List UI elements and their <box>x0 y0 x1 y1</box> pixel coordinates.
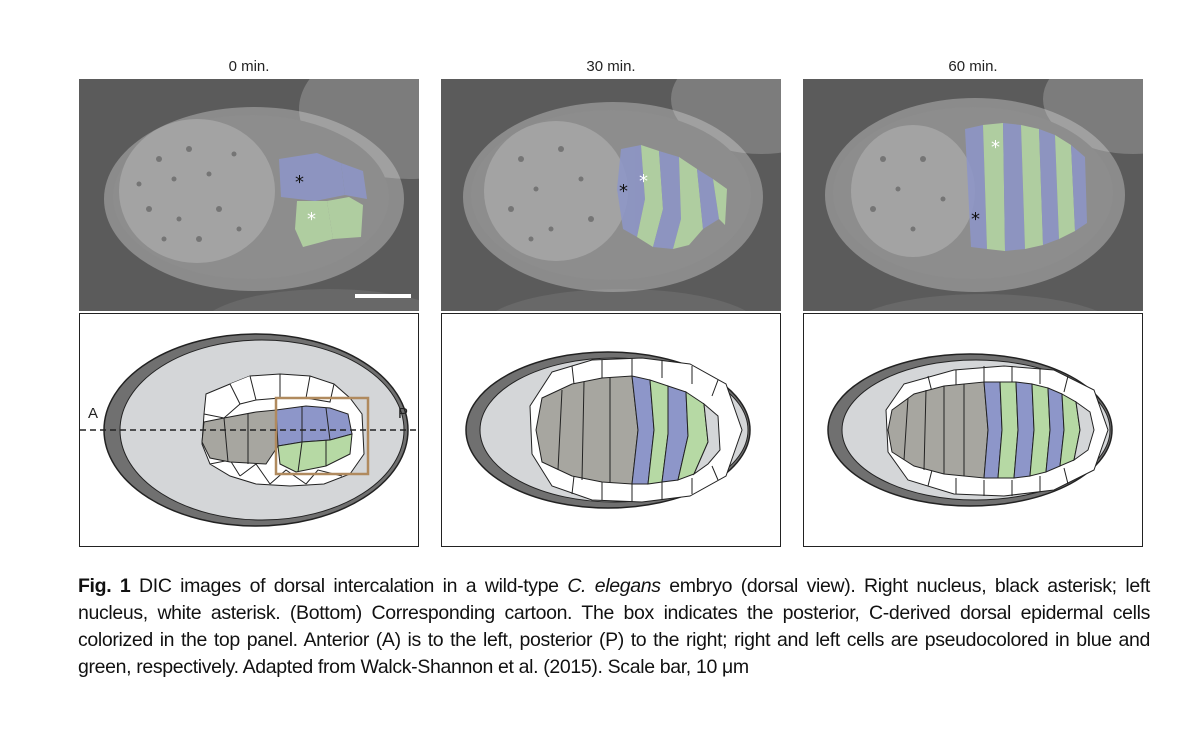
svg-text:*: * <box>295 172 304 193</box>
cartoon-30min <box>441 313 781 547</box>
caption-species: C. elegans <box>567 575 661 597</box>
panel-time-label-60: 60 min. <box>948 58 998 75</box>
svg-text:*: * <box>307 209 316 230</box>
posterior-label: P <box>398 405 408 422</box>
dic-image-60min: * * <box>803 79 1143 311</box>
dic-image-30min: * * <box>441 79 781 311</box>
cartoon-0min: A P <box>79 313 419 547</box>
svg-text:*: * <box>991 137 1000 158</box>
dic-image-0min: * * <box>79 79 419 311</box>
anterior-label: A <box>88 405 98 422</box>
figure-label: Fig. 1 <box>78 575 131 597</box>
svg-text:*: * <box>619 181 628 202</box>
caption-text-2: embryo (dorsal view). Right nucleus, bla… <box>78 575 1150 678</box>
figure-caption: Fig. 1 DIC images of dorsal intercalatio… <box>78 573 1150 681</box>
svg-text:*: * <box>639 171 648 192</box>
posterior-box <box>274 396 370 476</box>
cartoon-60min <box>803 313 1143 547</box>
svg-text:*: * <box>971 209 980 230</box>
panel-time-label-0: 0 min. <box>228 58 270 75</box>
caption-text-1: DIC images of dorsal intercalation in a … <box>130 575 568 597</box>
scale-bar <box>355 294 411 298</box>
panel-time-label-30: 30 min. <box>586 58 636 75</box>
